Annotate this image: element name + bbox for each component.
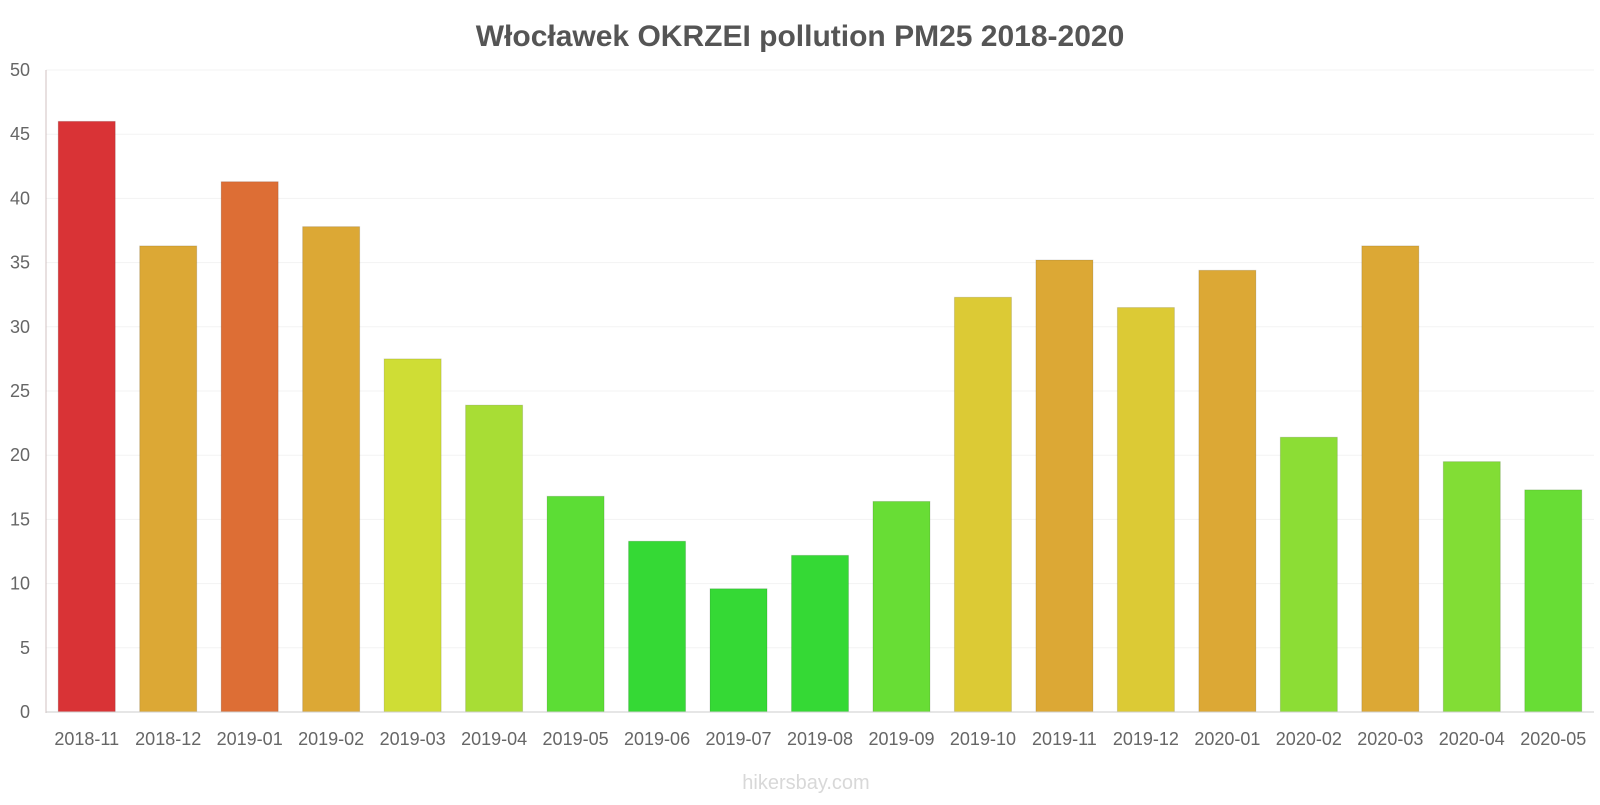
- bar-2019-10: [953, 296, 1012, 713]
- x-axis-ticks: 2018-11 2018-12 2019-01 2019-02 2019-03 2019-…: [54, 729, 1586, 749]
- x-tick-label: 2019-01: [217, 729, 283, 749]
- x-tick-label: 2019-03: [380, 729, 446, 749]
- x-tick-label: 2020-04: [1439, 729, 1505, 749]
- bar-2019-06: [628, 540, 687, 713]
- bar-2019-01: [220, 181, 279, 713]
- y-tick-label: 20: [10, 445, 30, 465]
- chart-title: Włocławek OKRZEI pollution PM25 2018-202…: [476, 20, 1125, 53]
- y-tick-label: 50: [10, 60, 30, 80]
- bar-2019-02: [302, 226, 361, 713]
- bars: [57, 120, 1583, 713]
- x-tick-label: 2018-12: [135, 729, 201, 749]
- bar-2019-03: [383, 358, 442, 713]
- x-tick-label: 2020-03: [1357, 729, 1423, 749]
- bar-2018-11: [57, 120, 116, 713]
- x-tick-label: 2020-05: [1520, 729, 1586, 749]
- y-tick-label: 25: [10, 381, 30, 401]
- y-tick-label: 15: [10, 509, 30, 529]
- bar-2020-05: [1524, 489, 1583, 713]
- y-tick-label: 35: [10, 253, 30, 273]
- y-tick-label: 5: [20, 638, 30, 658]
- x-tick-label: 2019-10: [950, 729, 1016, 749]
- x-tick-label: 2019-06: [624, 729, 690, 749]
- bar-2020-02: [1279, 436, 1338, 713]
- y-axis-ticks: 0 5 10 15 20 25 30 35 40 45 50: [10, 60, 30, 722]
- bar-2019-05: [546, 495, 605, 713]
- x-tick-label: 2019-04: [461, 729, 527, 749]
- bar-2018-12: [139, 245, 198, 713]
- bar-2019-04: [465, 404, 524, 713]
- bar-2019-08: [790, 554, 850, 713]
- bar-2019-11: [1035, 259, 1094, 713]
- bar-2020-03: [1361, 245, 1420, 713]
- x-tick-label: 2019-05: [543, 729, 609, 749]
- y-tick-label: 45: [10, 124, 30, 144]
- x-tick-label: 2019-11: [1032, 729, 1097, 749]
- bar-2019-12: [1116, 307, 1175, 713]
- watermark-text: hikersbay.com: [742, 772, 869, 794]
- x-tick-label: 2018-11: [54, 729, 119, 749]
- x-tick-label: 2019-02: [298, 729, 364, 749]
- y-tick-label: 30: [10, 317, 30, 337]
- y-tick-label: 40: [10, 188, 30, 208]
- bar-2020-04: [1442, 461, 1501, 713]
- bar-2020-01: [1198, 269, 1257, 713]
- x-tick-label: 2020-01: [1194, 729, 1260, 749]
- x-tick-label: 2019-09: [868, 729, 934, 749]
- bar-2019-07: [709, 588, 768, 713]
- y-tick-label: 0: [20, 702, 30, 722]
- bar-2019-09: [872, 500, 931, 713]
- x-tick-label: 2020-02: [1276, 729, 1342, 749]
- y-tick-label: 10: [10, 574, 30, 594]
- x-tick-label: 2019-07: [705, 729, 771, 749]
- x-tick-label: 2019-12: [1113, 729, 1179, 749]
- x-tick-label: 2019-08: [787, 729, 853, 749]
